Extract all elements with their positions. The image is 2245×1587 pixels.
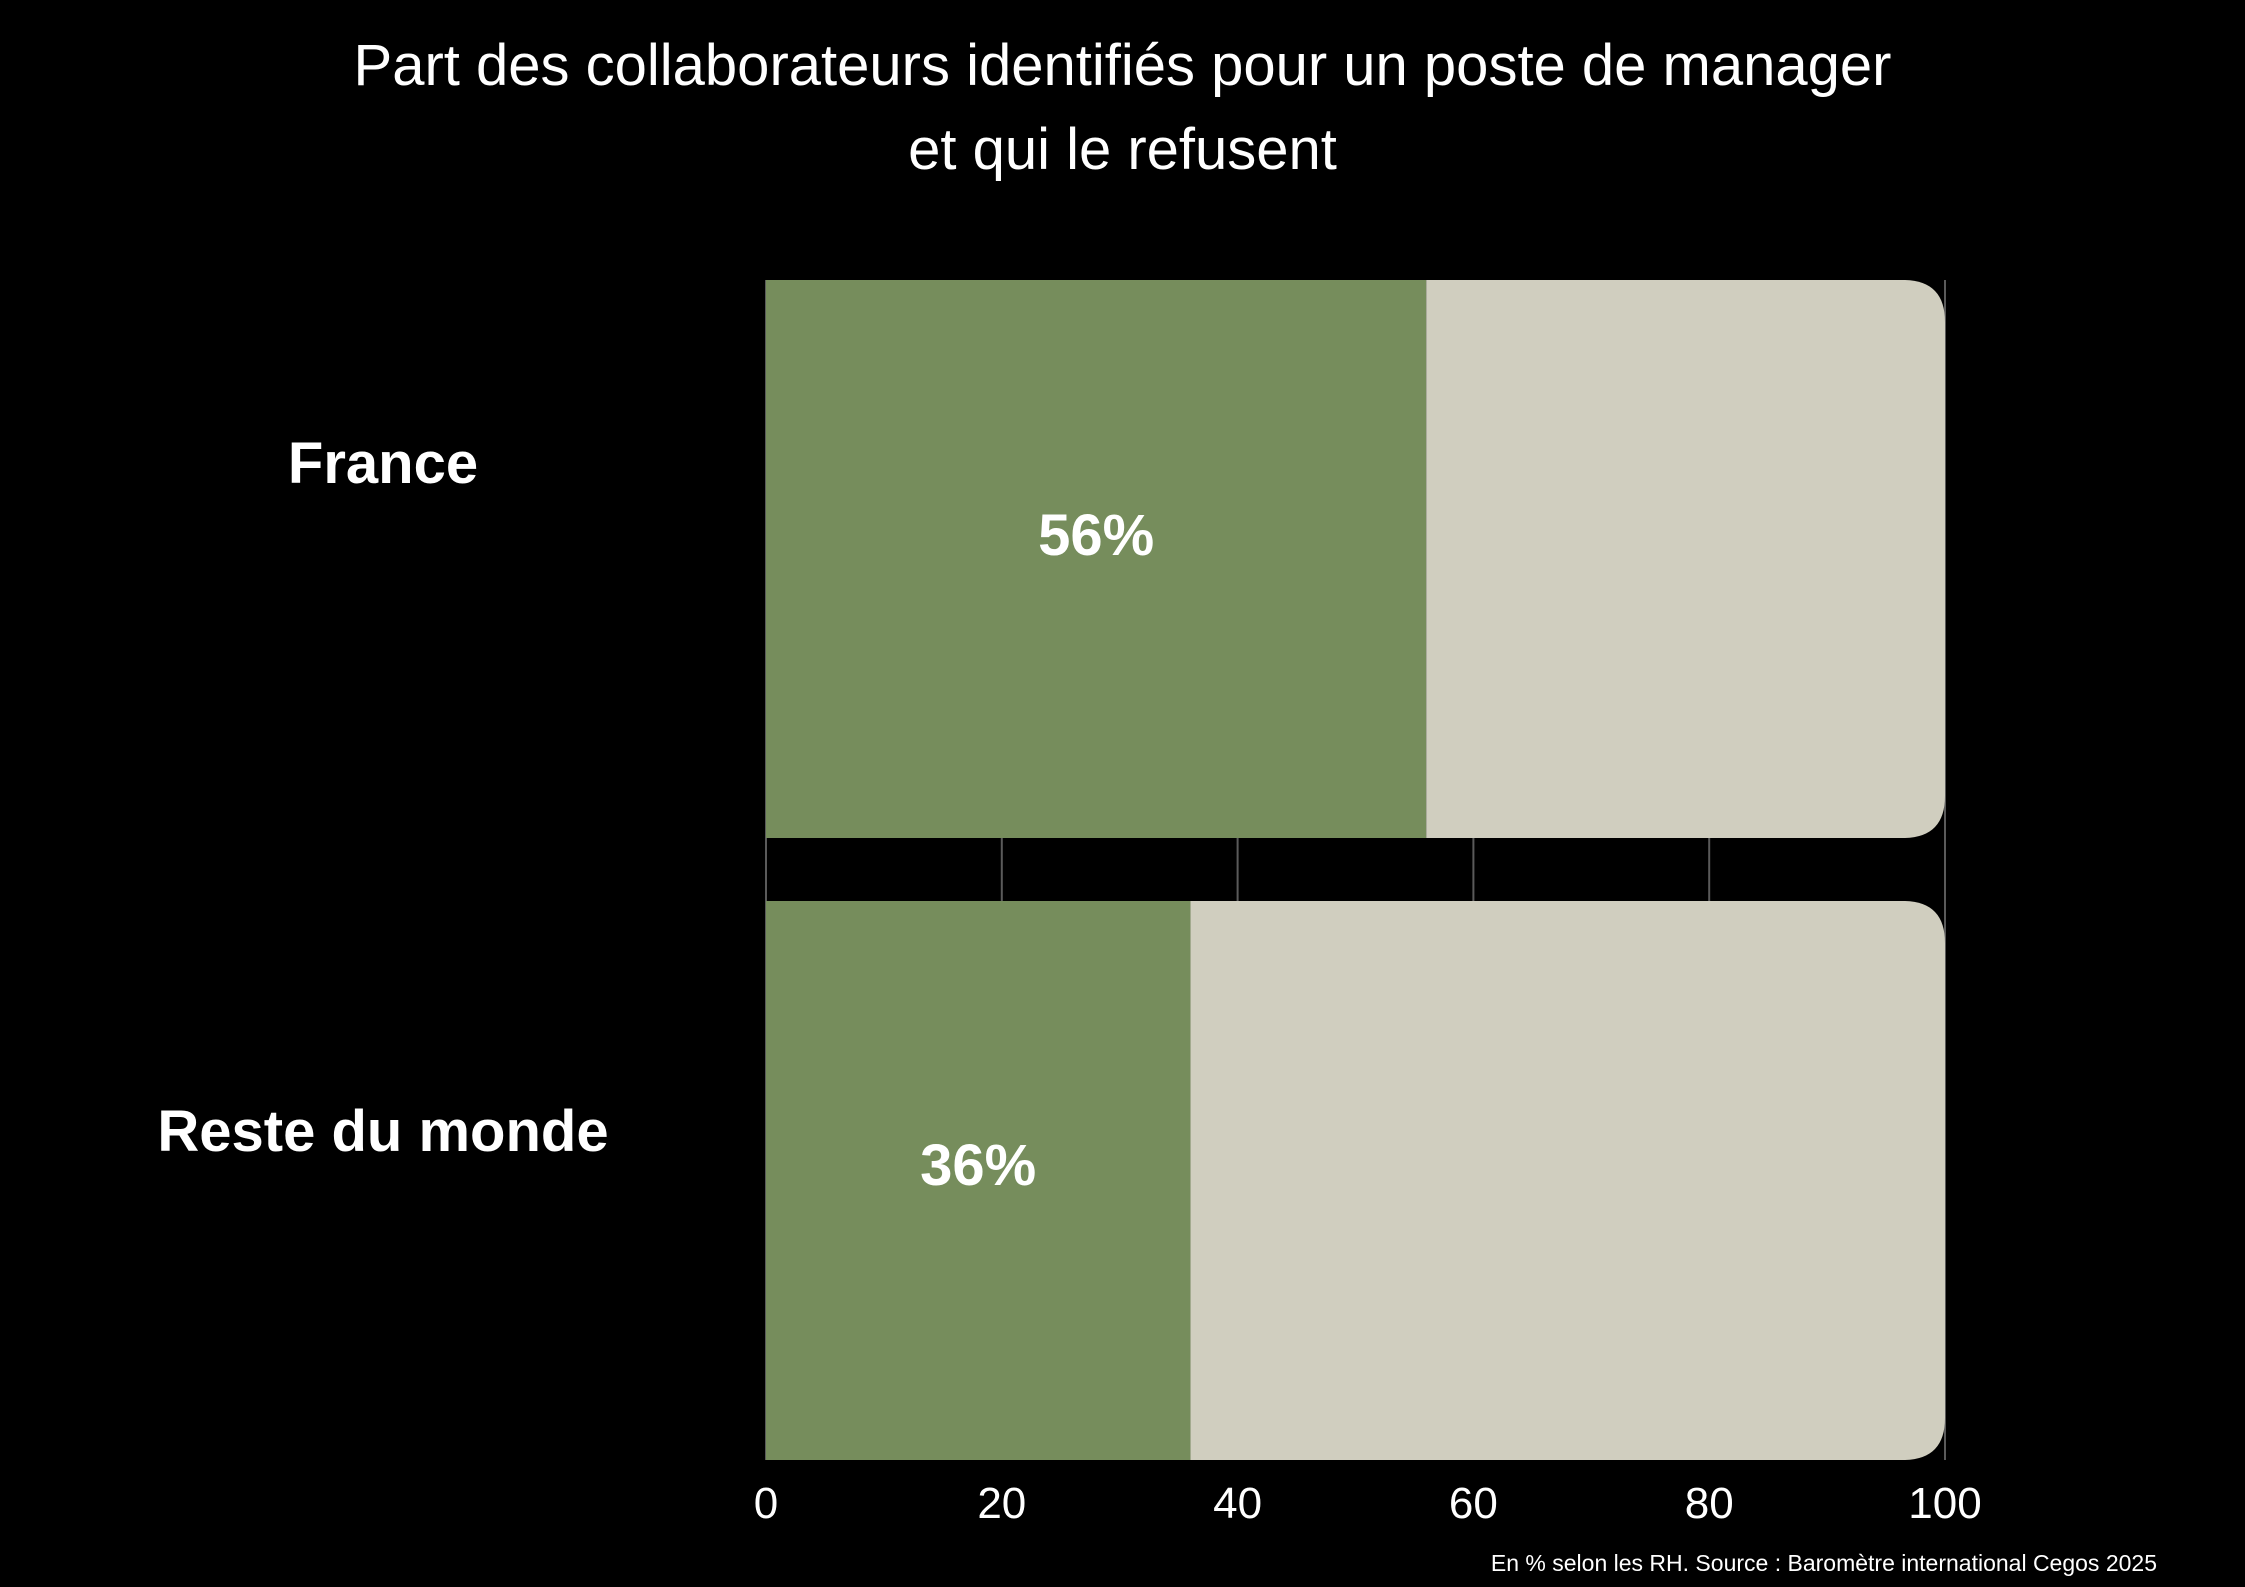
x-tick-label: 100 bbox=[1908, 1479, 1981, 1528]
bar-france-segment-1 bbox=[766, 280, 1427, 838]
bar-reste-du-monde-segment-1 bbox=[766, 901, 1191, 1460]
chart-title: Part des collaborateurs identifiés pour … bbox=[0, 24, 2245, 192]
title-line-1: Part des collaborateurs identifiés pour … bbox=[353, 33, 1892, 98]
bar-reste-du-monde-segment-2 bbox=[1190, 901, 1945, 1460]
data-label: 56% bbox=[1038, 503, 1154, 568]
x-tick-label: 40 bbox=[1213, 1479, 1262, 1528]
source-note: En % selon les RH. Source : Baromètre in… bbox=[1490, 1550, 2157, 1576]
x-tick-label: 0 bbox=[754, 1479, 778, 1528]
title-line-2: et qui le refusent bbox=[908, 117, 1337, 182]
data-label: 36% bbox=[920, 1133, 1036, 1198]
x-tick-label: 20 bbox=[977, 1479, 1026, 1528]
x-tick-label: 60 bbox=[1449, 1479, 1498, 1528]
category-label: Reste du monde bbox=[157, 1099, 608, 1164]
category-label: France bbox=[288, 431, 478, 496]
x-tick-label: 80 bbox=[1685, 1479, 1734, 1528]
bar-france-segment-2 bbox=[1426, 280, 1945, 838]
